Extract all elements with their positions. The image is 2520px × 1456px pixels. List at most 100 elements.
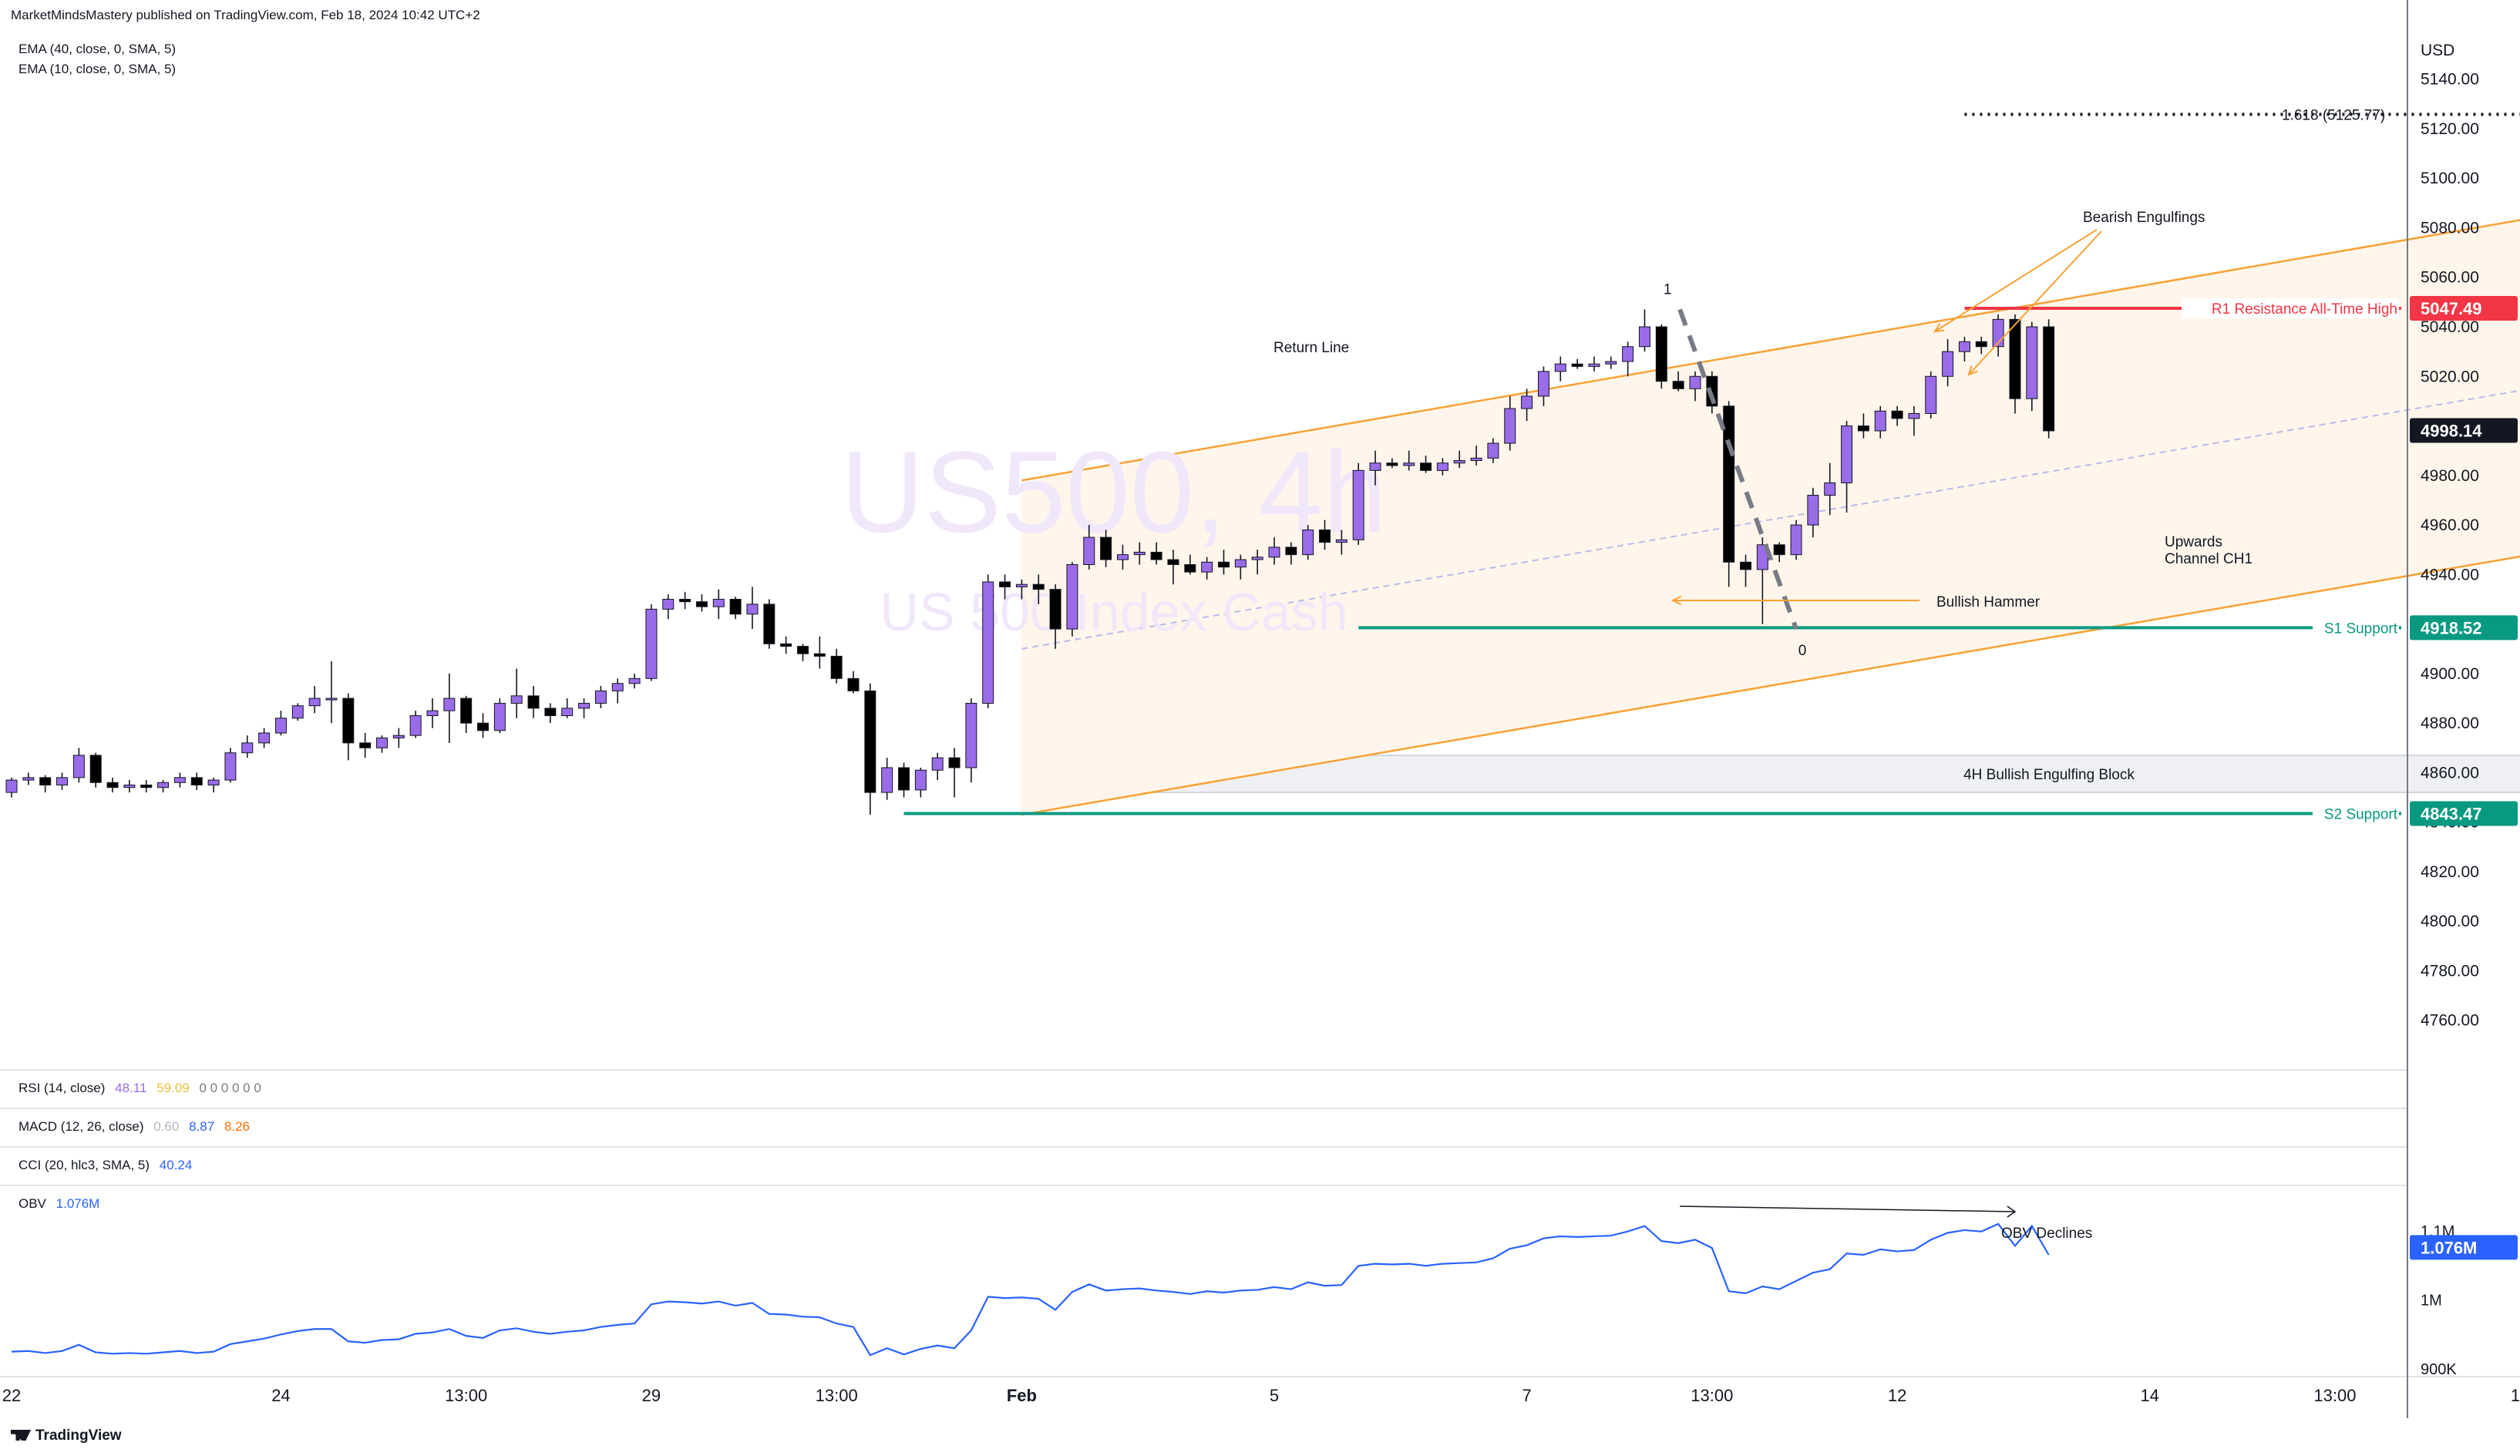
candle-body bbox=[1302, 530, 1314, 556]
candle-body bbox=[1150, 551, 1162, 560]
candle-body bbox=[1217, 561, 1230, 568]
candle-body bbox=[1857, 425, 1869, 432]
candle-body bbox=[1032, 583, 1045, 590]
rsi-extra-values: 0 0 0 0 0 0 bbox=[199, 1081, 261, 1095]
candle-body bbox=[1942, 351, 1954, 377]
candle-body bbox=[1554, 363, 1566, 372]
candle-body bbox=[123, 784, 136, 789]
obv-layer: OBV Declines bbox=[11, 1205, 2092, 1357]
time-tick-6: 5 bbox=[1270, 1386, 1279, 1405]
channel-middle-line bbox=[1021, 389, 2520, 650]
candle-body bbox=[1672, 381, 1684, 389]
candle-body bbox=[477, 722, 490, 731]
price-tick-13: 4880.00 bbox=[2421, 715, 2479, 732]
level-label-bg-2 bbox=[2313, 803, 2399, 824]
tradingview-logo[interactable]: TradingView bbox=[11, 1427, 122, 1444]
price-tick-19: 4760.00 bbox=[2421, 1012, 2479, 1030]
candle-body bbox=[1521, 395, 1533, 409]
candle-body bbox=[157, 782, 170, 789]
bearish-engulfings-label: Bearish Engulfings bbox=[2083, 210, 2205, 226]
candle-body bbox=[1403, 462, 1415, 466]
candle-body bbox=[510, 695, 523, 704]
candle-body bbox=[813, 653, 826, 657]
price-tick-9: 4960.00 bbox=[2421, 516, 2479, 534]
swing-high-label: 1 bbox=[1664, 282, 1672, 298]
obv-legend[interactable]: OBV 1.076M bbox=[19, 1196, 99, 1212]
time-tick-10: 14 bbox=[2140, 1386, 2158, 1405]
time-tick-2: 13:00 bbox=[445, 1386, 487, 1405]
candle-body bbox=[763, 604, 776, 644]
tradingview-logo-icon bbox=[11, 1430, 31, 1441]
candle-body bbox=[2043, 326, 2055, 432]
bearish-arrow-2-head bbox=[1967, 365, 1978, 376]
obv-divergence-line bbox=[1680, 1205, 2015, 1212]
candle-body bbox=[1958, 341, 1970, 352]
macd-signal-value: 8.26 bbox=[224, 1119, 250, 1134]
candle-body bbox=[1908, 412, 1920, 419]
candle-body bbox=[746, 604, 759, 615]
rsi-legend[interactable]: RSI (14, close) 48.11 59.09 0 0 0 0 0 0 bbox=[19, 1081, 261, 1096]
candle-body bbox=[1891, 410, 1903, 419]
price-tick-1: 5120.00 bbox=[2421, 120, 2479, 138]
macd-hist-value: 0.60 bbox=[153, 1119, 180, 1134]
candle-body bbox=[712, 598, 725, 607]
axes-layer: 1.1M1M900KUSD5140.005120.005100.005080.0… bbox=[2, 42, 2520, 1405]
candle-body bbox=[1100, 536, 1112, 560]
candle-body bbox=[1655, 326, 1667, 382]
candle-body bbox=[578, 702, 590, 709]
channel-lower-line bbox=[1021, 555, 2520, 816]
candle-body bbox=[1285, 546, 1297, 556]
candle-body bbox=[1066, 563, 1078, 630]
price-tick-4: 5060.00 bbox=[2421, 269, 2479, 287]
hammer-arrow-head bbox=[1670, 595, 1682, 606]
level-label-bg-1 bbox=[2313, 617, 2399, 638]
candle-body bbox=[796, 646, 809, 654]
time-tick-0: 22 bbox=[2, 1386, 21, 1405]
candle-body bbox=[1386, 462, 1398, 466]
candle-body bbox=[1925, 375, 1937, 414]
bullish-engulfing-block-label: 4H Bullish Engulfing Block bbox=[1963, 767, 2135, 783]
channel-name-line2: Channel CH1 bbox=[2165, 551, 2253, 567]
price-tag-bg-0 bbox=[2410, 295, 2518, 321]
candle-body bbox=[140, 784, 153, 789]
time-tick-9: 12 bbox=[1888, 1386, 1906, 1405]
macd-legend[interactable]: MACD (12, 26, close) 0.60 8.87 8.26 bbox=[19, 1119, 250, 1135]
price-tick-16: 4820.00 bbox=[2421, 863, 2479, 881]
cci-title: CCI (20, hlc3, SMA, 5) bbox=[19, 1158, 150, 1172]
candle-body bbox=[1184, 563, 1196, 573]
candle-body bbox=[1470, 457, 1482, 462]
level-label-2: S2 Support bbox=[2324, 807, 2398, 823]
candle-body bbox=[881, 767, 893, 793]
candle-body bbox=[1740, 561, 1752, 570]
candle-body bbox=[695, 601, 708, 607]
candle-body bbox=[1083, 536, 1095, 565]
candle-body bbox=[1790, 524, 1802, 556]
obv-divergence-arrowhead bbox=[2007, 1205, 2017, 1218]
rsi-title: RSI (14, close) bbox=[19, 1081, 106, 1095]
cci-legend[interactable]: CCI (20, hlc3, SMA, 5) 40.24 bbox=[19, 1158, 192, 1173]
obv-line bbox=[11, 1222, 2050, 1357]
time-tick-7: 7 bbox=[1522, 1386, 1531, 1405]
candle-body bbox=[342, 698, 355, 744]
time-tick-3: 29 bbox=[642, 1386, 661, 1405]
obv-declines-label: OBV Declines bbox=[2001, 1226, 2092, 1242]
price-tick-3: 5080.00 bbox=[2421, 219, 2479, 237]
price-tag-bg-1 bbox=[2410, 418, 2518, 443]
channel-fill bbox=[1021, 220, 2520, 815]
candle-body bbox=[72, 755, 85, 778]
price-tick-5: 5040.00 bbox=[2421, 318, 2479, 336]
candle-body bbox=[1049, 589, 1061, 630]
time-tick-8: 13:00 bbox=[1691, 1386, 1733, 1405]
candle-body bbox=[1622, 346, 1634, 362]
obv-value: 1.076M bbox=[56, 1196, 100, 1211]
candle-body bbox=[1335, 539, 1347, 543]
price-tick-12: 4900.00 bbox=[2421, 665, 2479, 683]
candle-body bbox=[628, 678, 641, 684]
candle-body bbox=[982, 581, 994, 704]
time-tick-11: 13:00 bbox=[2313, 1386, 2356, 1405]
candle-body bbox=[375, 737, 388, 748]
bearish-arrow-1 bbox=[1934, 229, 2098, 332]
candle-body bbox=[527, 695, 540, 709]
candle-body bbox=[274, 718, 287, 734]
candle-body bbox=[2009, 318, 2021, 399]
